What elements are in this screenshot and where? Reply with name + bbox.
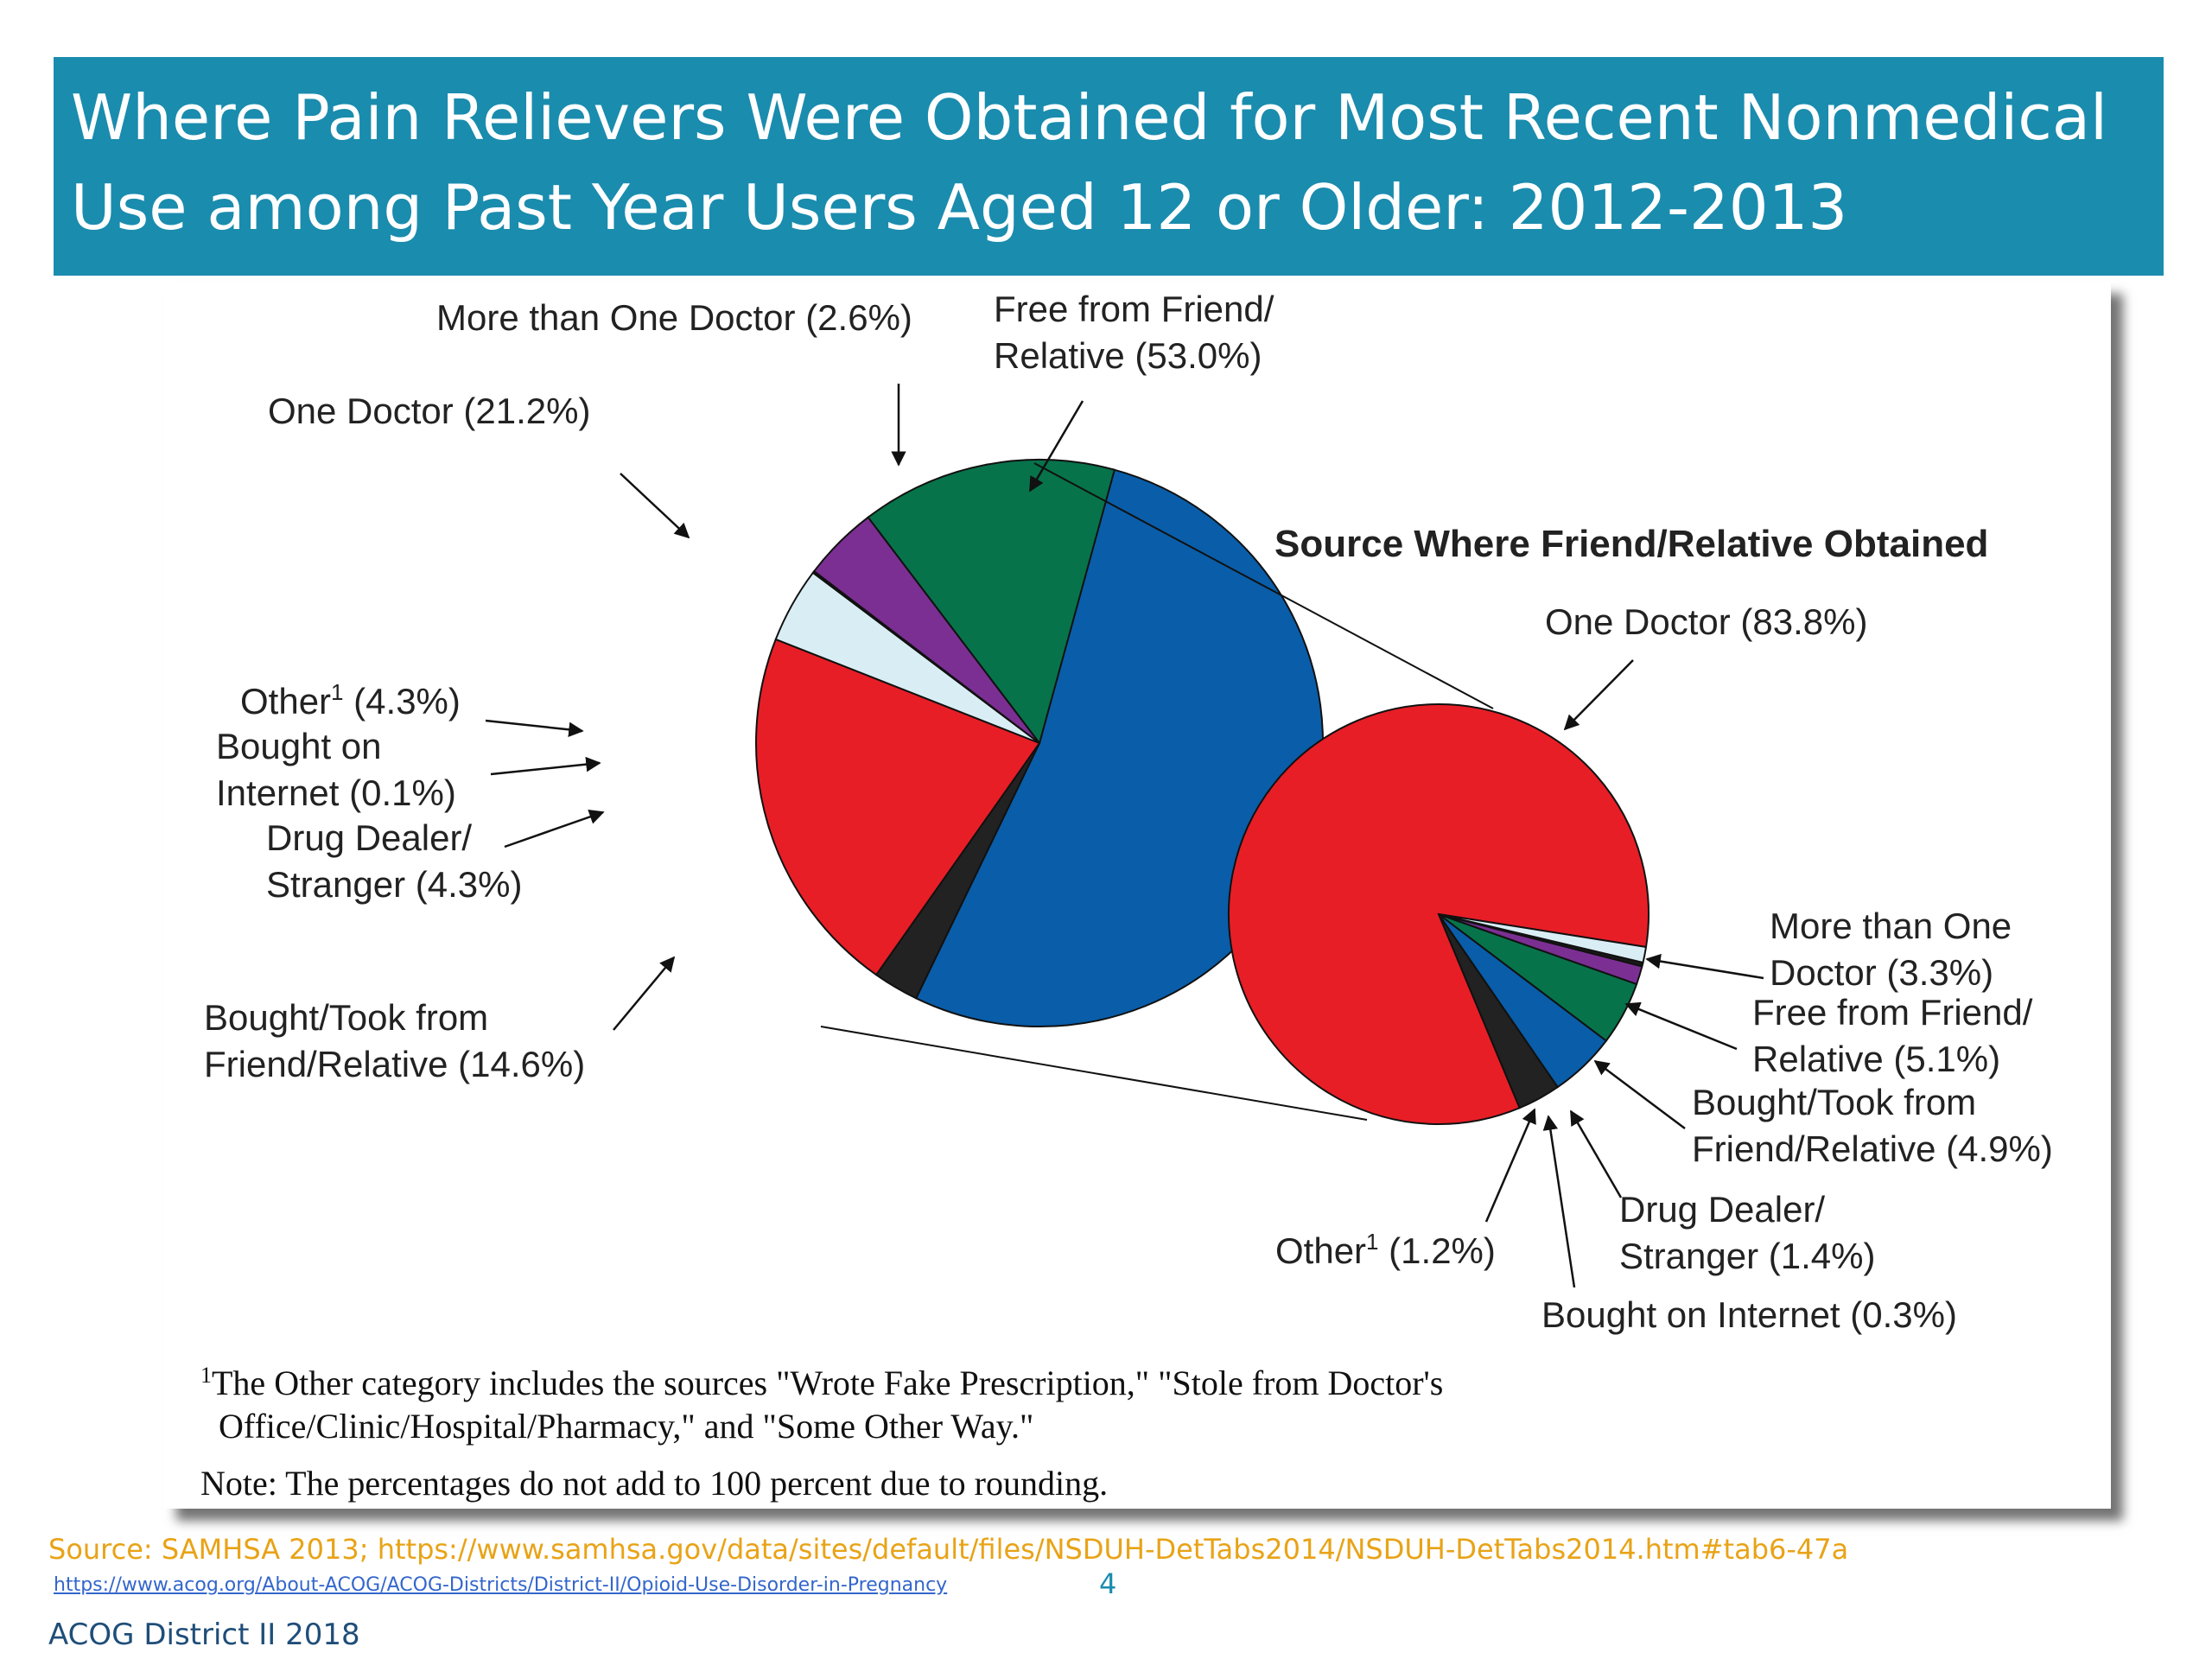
footnote-line-2: Office/Clinic/Hospital/Pharmacy," and "S…: [219, 1407, 1033, 1446]
sub-pie-title: Source Where Friend/Relative Obtained: [1274, 523, 1988, 565]
sub-label-5: Bought on Internet (0.3%): [1541, 1294, 1957, 1335]
sub-label-arrow-0: [1563, 659, 1634, 731]
source-citation: Source: SAMHSA 2013; https://www.samhsa.…: [48, 1533, 1849, 1566]
sub-label-arrow-4: [1569, 1109, 1623, 1198]
pie-connector-lines: [820, 462, 1494, 1121]
slice-labels: Free from Friend/Relative (53.0%) More th…: [204, 289, 2053, 1335]
sub-label-3: Bought/Took from Friend/Relative (4.9%): [1692, 1082, 2053, 1169]
main-label-arrow-4: [490, 756, 601, 776]
main-slice-6: [867, 458, 1116, 746]
main-label-5: Drug Dealer/Stranger (4.3%): [266, 817, 522, 905]
main-label-arrow-3: [485, 719, 584, 738]
main-slice-2: [755, 638, 1041, 976]
main-label-2: One Doctor (21.2%): [268, 391, 591, 431]
page-number: 4: [1099, 1567, 1117, 1600]
main-label-arrow-5: [504, 809, 605, 849]
footer-text: ACOG District II 2018: [48, 1618, 360, 1652]
sub-label-1: More than One Doctor (3.3%): [1770, 906, 2012, 993]
sub-label-6: Other1 (1.2%): [1275, 1229, 1496, 1271]
main-label-4: Bought on Internet (0.1%): [216, 726, 456, 813]
main-label-6: Bought/Took from Friend/Relative (14.6%): [204, 997, 585, 1084]
chart-panel: Free from Friend/Relative (53.0%) More th…: [164, 282, 2111, 1509]
pie-charts: Free from Friend/Relative (53.0%) More th…: [200, 289, 2053, 1503]
sub-label-2: Free from Friend/Relative (5.1%): [1752, 992, 2033, 1079]
acog-link[interactable]: https://www.acog.org/About-ACOG/ACOG-Dis…: [54, 1574, 948, 1596]
main-label-1: More than One Doctor (2.6%): [436, 297, 912, 338]
sub-label-arrow-2: [1624, 1001, 1738, 1051]
main-label-arrow-2: [620, 473, 690, 539]
sub-label-arrow-1: [1645, 953, 1764, 980]
sub-label-arrow-6: [1484, 1108, 1536, 1223]
title-banner: Where Pain Relievers Were Obtained for M…: [54, 57, 2164, 276]
main-pie: [755, 458, 1324, 1028]
main-label-arrow-6: [613, 956, 676, 1031]
sub-pie: [1227, 703, 1649, 1125]
sub-label-arrow-3: [1593, 1059, 1686, 1129]
connector-line-1: [820, 1026, 1368, 1121]
main-label-3: Other1 (4.3%): [240, 679, 461, 721]
main-label-arrow-0: [1028, 400, 1084, 493]
slide-title: Where Pain Relievers Were Obtained for M…: [71, 81, 2107, 244]
rounding-note: Note: The percentages do not add to 100 …: [200, 1464, 1108, 1503]
main-label-0: Free from Friend/Relative (53.0%): [994, 289, 1274, 376]
connector-line-0: [1033, 462, 1494, 709]
footnote-line-1: 1The Other category includes the sources…: [200, 1363, 1443, 1402]
sub-label-arrow-5: [1542, 1115, 1576, 1288]
sub-label-4: Drug Dealer/Stranger (1.4%): [1619, 1189, 1875, 1276]
sub-slice-6: [1438, 913, 1648, 964]
sub-label-0: One Doctor (83.8%): [1545, 601, 1868, 642]
